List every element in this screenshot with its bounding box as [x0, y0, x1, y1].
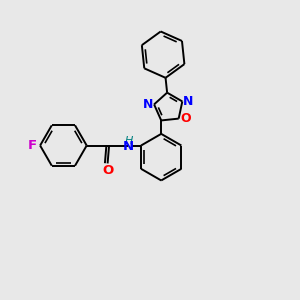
- Text: O: O: [102, 164, 113, 177]
- Text: N: N: [143, 98, 153, 111]
- Text: N: N: [183, 95, 194, 108]
- Text: O: O: [180, 112, 190, 125]
- Text: N: N: [123, 140, 134, 153]
- Text: H: H: [124, 136, 133, 146]
- Text: F: F: [28, 139, 37, 152]
